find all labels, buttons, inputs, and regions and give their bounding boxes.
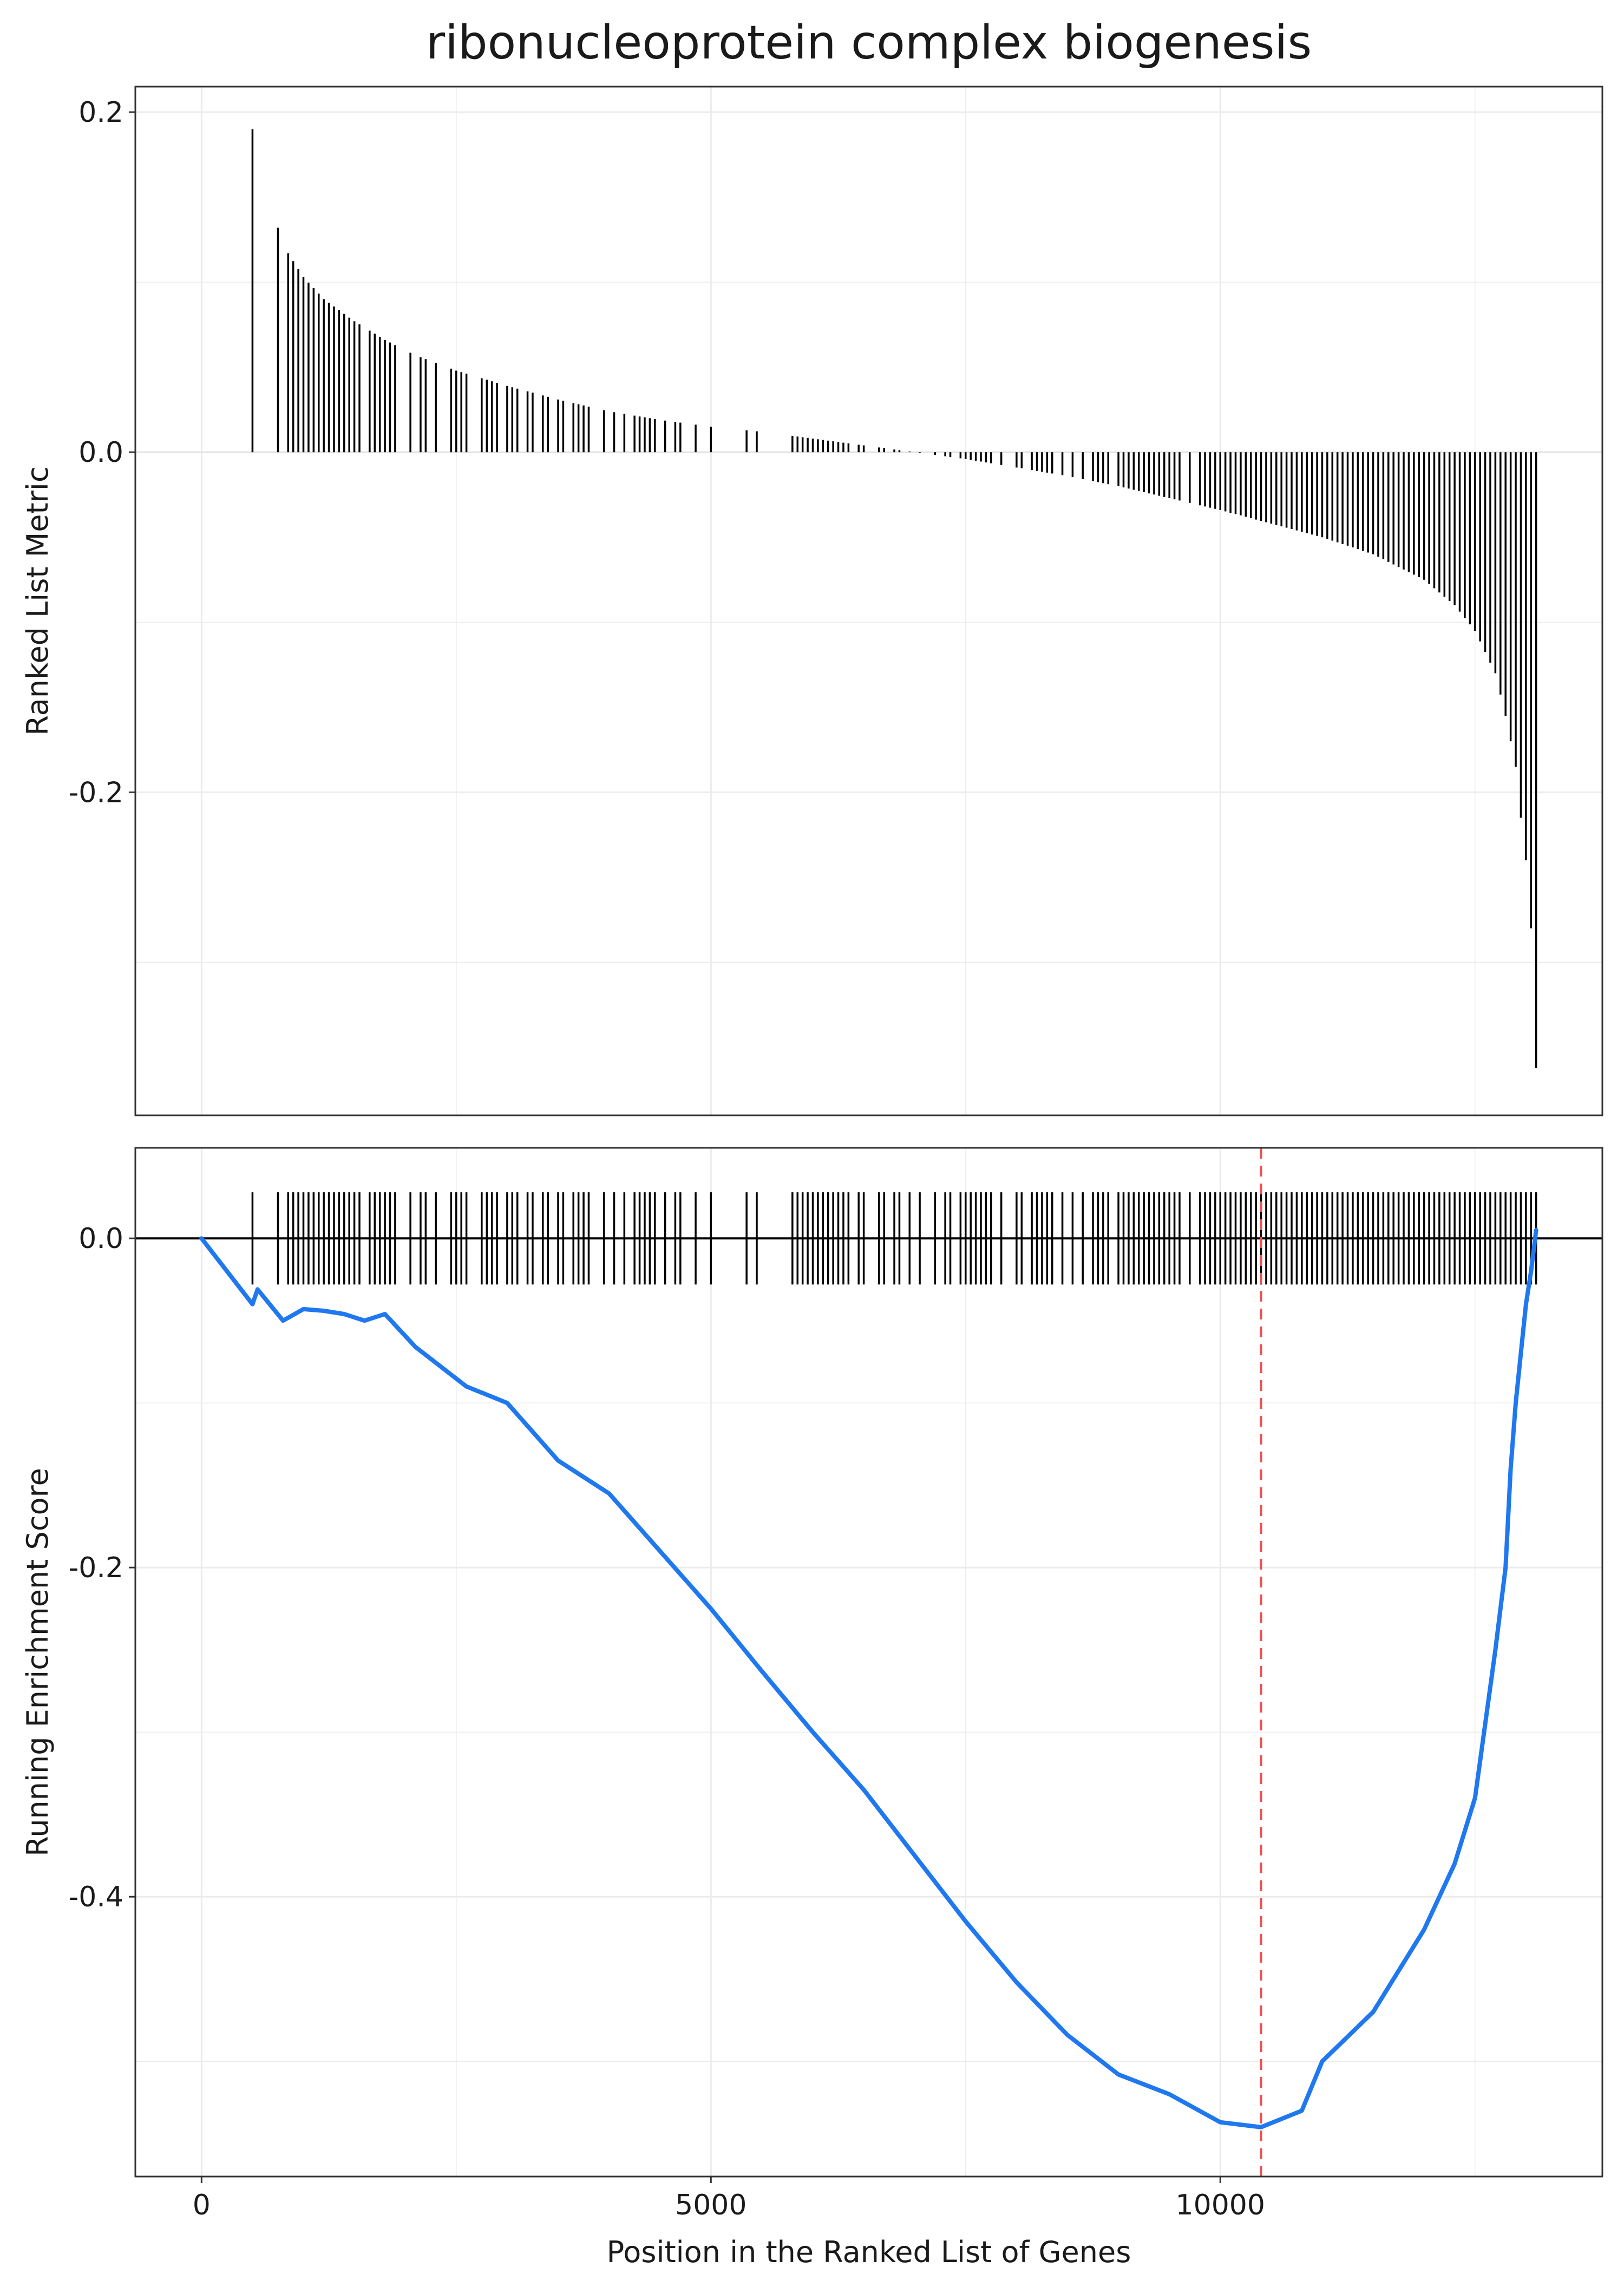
- ranked-metric-panel-border: [134, 86, 1603, 1116]
- enrichment-score-x-ticks: 0 5000 10000: [193, 2177, 1265, 2221]
- enrichment-score-panel: 0.0 -0.2 -0.4 0 5000 10000 Running Enrichmen…: [21, 1147, 1603, 2269]
- enrichment-score-panel-border: [134, 1147, 1603, 2178]
- enrichment-score-y-tick-label: -0.4: [69, 1881, 123, 1913]
- ranked-metric-y-tick-label: 0.2: [78, 96, 123, 129]
- enrichment-score-y-axis-label: Running Enrichment Score: [21, 1468, 55, 1857]
- enrichment-score-plot-background: [135, 1148, 1602, 2177]
- ranked-metric-bars: [251, 129, 1537, 1068]
- enrichment-score-y-tick-label: 0.0: [78, 1223, 123, 1255]
- ranked-metric-y-tick-label: -0.2: [69, 776, 123, 809]
- x-tick-label: 0: [193, 2189, 211, 2221]
- gene-hit-marks: [251, 1192, 1537, 1285]
- chart-title: ribonucleoprotein complex biogenesis: [426, 16, 1312, 70]
- enrichment-score-curve: [199, 1228, 1538, 2129]
- x-axis-label: Position in the Ranked List of Genes: [607, 2235, 1131, 2269]
- ranked-metric-y-ticks: 0.2 0.0 -0.2: [69, 96, 135, 809]
- ranked-metric-y-tick-label: 0.0: [78, 436, 123, 469]
- ranked-metric-plot-background: [135, 87, 1602, 1115]
- ranked-metric-panel: 0.2 0.0 -0.2 Ranked List Metric: [21, 86, 1603, 1116]
- ranked-metric-y-axis-label: Ranked List Metric: [21, 466, 55, 735]
- x-tick-label: 5000: [675, 2189, 746, 2221]
- x-tick-label: 10000: [1176, 2189, 1265, 2221]
- enrichment-score-y-ticks: 0.0 -0.2 -0.4: [69, 1223, 135, 1913]
- enrichment-score-y-tick-label: -0.2: [69, 1552, 123, 1584]
